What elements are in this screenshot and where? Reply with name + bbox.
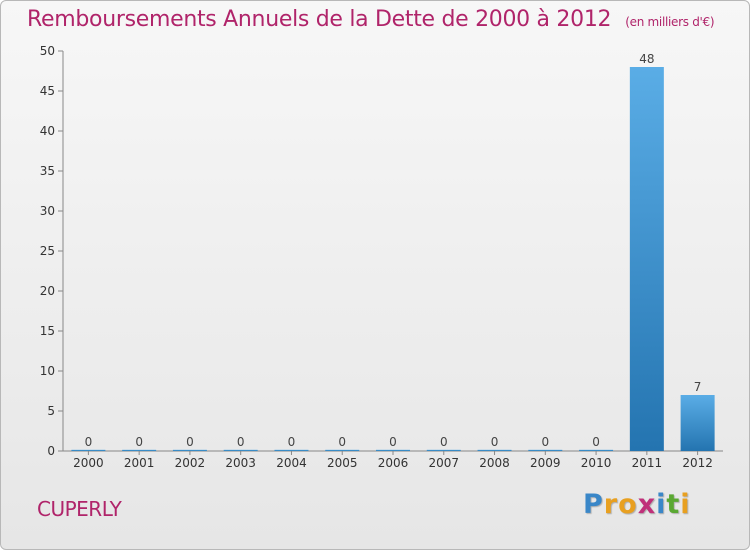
y-tick-label: 35 — [40, 164, 55, 178]
x-tick-label: 2010 — [581, 456, 612, 470]
y-tick-label: 50 — [40, 44, 55, 58]
bar — [528, 449, 563, 451]
x-tick-label: 2011 — [632, 456, 663, 470]
x-tick-label: 2002 — [175, 456, 206, 470]
x-tick-label: 2007 — [428, 456, 459, 470]
x-tick-label: 2001 — [124, 456, 155, 470]
x-tick-label: 2003 — [225, 456, 256, 470]
bar — [71, 449, 106, 451]
bar — [579, 449, 614, 451]
x-tick-label: 2006 — [378, 456, 409, 470]
bar — [629, 67, 664, 451]
y-tick-label: 0 — [47, 444, 55, 458]
logo-letter: i — [656, 489, 667, 520]
y-tick-label: 45 — [40, 84, 55, 98]
bar — [223, 449, 258, 451]
data-label: 48 — [639, 52, 654, 66]
y-tick-label: 15 — [40, 324, 55, 338]
data-label: 7 — [694, 380, 702, 394]
logo-letter: t — [666, 489, 681, 520]
bar — [172, 449, 207, 451]
bar — [477, 449, 512, 451]
y-tick-label: 5 — [47, 404, 55, 418]
bar — [426, 449, 461, 451]
data-label: 0 — [237, 435, 245, 449]
x-tick-label: 2009 — [530, 456, 561, 470]
x-tick-label: 2004 — [276, 456, 307, 470]
logo-letter: P — [583, 489, 604, 520]
data-label: 0 — [338, 435, 346, 449]
bar — [325, 449, 360, 451]
logo-letter: r — [603, 489, 619, 520]
y-tick-label: 25 — [40, 244, 55, 258]
y-tick-label: 20 — [40, 284, 55, 298]
data-label: 0 — [440, 435, 448, 449]
commune-name: CUPERLY — [37, 497, 122, 521]
logo-letter: i — [680, 489, 691, 520]
logo-letter: o — [618, 489, 638, 520]
y-tick-label: 40 — [40, 124, 55, 138]
x-tick-label: 2000 — [73, 456, 104, 470]
logo-letter: x — [637, 489, 657, 520]
data-label: 0 — [85, 435, 93, 449]
unit-label: (en milliers d'€) — [625, 15, 715, 29]
bar — [680, 395, 715, 451]
chart-title: Remboursements Annuels de la Dette de 20… — [27, 7, 715, 32]
title-text: Remboursements Annuels de la Dette de 20… — [27, 7, 612, 32]
y-tick-label: 10 — [40, 364, 55, 378]
data-label: 0 — [135, 435, 143, 449]
data-label: 0 — [592, 435, 600, 449]
data-label: 0 — [491, 435, 499, 449]
x-tick-label: 2012 — [682, 456, 713, 470]
bar — [274, 449, 309, 451]
data-label: 0 — [541, 435, 549, 449]
y-tick-label: 30 — [40, 204, 55, 218]
x-tick-label: 2008 — [479, 456, 510, 470]
data-label: 0 — [389, 435, 397, 449]
data-label: 0 — [186, 435, 194, 449]
proxiti-logo: Proxiti — [583, 489, 691, 520]
x-tick-label: 2005 — [327, 456, 358, 470]
bar — [122, 449, 157, 451]
bar — [376, 449, 410, 451]
data-label: 0 — [288, 435, 296, 449]
